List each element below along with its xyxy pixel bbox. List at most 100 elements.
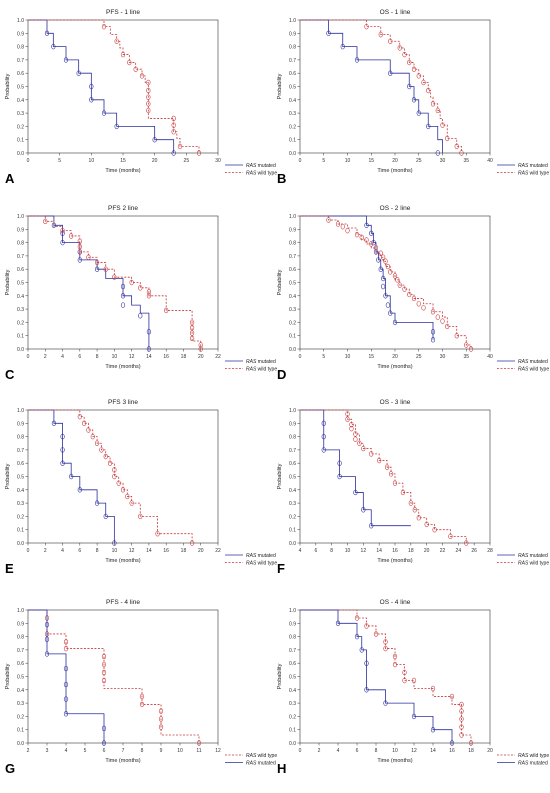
censor-mark-wild: [158, 716, 164, 722]
x-axis-label: Time (months): [377, 758, 412, 764]
censor-mark-wild: [345, 411, 350, 417]
censor-mark-mutated: [114, 123, 119, 130]
x-tick-label: 4: [61, 548, 64, 554]
censor-mark-wild: [103, 453, 108, 460]
censor-mark-wild: [459, 708, 464, 714]
x-tick-label: 0: [299, 354, 302, 360]
censor-mark-wild: [440, 122, 445, 128]
x-tick-label: 22: [215, 354, 221, 360]
censor-mark-wild: [146, 87, 151, 94]
panel-letter: H: [277, 761, 286, 776]
censor-mark-mutated: [146, 329, 152, 335]
censor-mark-wild: [340, 223, 345, 230]
y-tick-label: 0.8: [17, 45, 24, 51]
censor-mark-wild: [164, 307, 169, 314]
x-tick-label: 18: [181, 548, 187, 554]
censor-mark-mutated: [371, 239, 376, 246]
x-tick-label: 6: [78, 548, 81, 554]
censor-mark-wild: [139, 693, 145, 700]
x-tick-label: 0: [27, 158, 30, 164]
censor-mark-mutated: [89, 83, 94, 90]
y-tick-label: 0.5: [289, 281, 296, 287]
x-tick-label: 14: [146, 354, 152, 360]
censor-mark-mutated: [426, 123, 431, 130]
y-tick-label: 0.6: [289, 461, 296, 467]
x-tick-label: 18: [468, 748, 474, 754]
censor-mark-wild: [407, 291, 412, 298]
y-tick-label: 0.9: [17, 31, 24, 37]
censor-mark-mutated: [101, 110, 107, 116]
x-tick-label: 10: [177, 748, 183, 754]
censor-mark-wild: [146, 289, 152, 295]
censor-mark-wild: [416, 515, 421, 521]
censor-mark-wild: [459, 150, 464, 156]
x-tick-label: 8: [96, 548, 99, 554]
x-tick-label: 16: [392, 548, 398, 554]
censor-mark-wild: [378, 250, 383, 256]
x-tick-label: 30: [215, 158, 221, 164]
censor-mark-mutated: [337, 473, 342, 480]
censor-mark-wild: [435, 314, 440, 320]
x-tick-label: 2: [44, 548, 47, 554]
censor-mark-wild: [345, 227, 350, 234]
x-tick-label: 4: [65, 748, 68, 754]
censor-mark-wild: [77, 249, 82, 255]
censor-mark-wild: [146, 94, 151, 100]
y-tick-label: 0.7: [17, 648, 24, 654]
censor-mark-mutated: [63, 57, 69, 63]
censor-mark-mutated: [60, 460, 65, 466]
censor-mark-wild: [125, 493, 130, 500]
censor-mark-wild: [189, 325, 195, 331]
x-tick-label: 35: [463, 158, 469, 164]
censor-mark-wild: [90, 433, 95, 440]
y-tick-label: 0.4: [289, 688, 296, 694]
censor-mark-mutated: [51, 420, 57, 426]
x-tick-label: 20: [487, 748, 493, 754]
censor-mark-wild: [349, 421, 354, 428]
x-tick-label: 3: [46, 748, 49, 754]
y-tick-label: 0.1: [289, 528, 296, 534]
panel-title: OS - 3 line: [380, 399, 411, 406]
y-tick-label: 0.1: [17, 528, 24, 534]
censor-mark-mutated: [411, 97, 417, 103]
panel-letter: F: [277, 561, 285, 576]
y-tick-label: 0.9: [17, 421, 24, 427]
censor-mark-wild: [392, 661, 398, 668]
censor-mark-wild: [158, 708, 164, 714]
panel-title: PFS - 1 line: [106, 9, 140, 16]
panel-letter: E: [5, 561, 14, 576]
y-axis-label: Probability: [5, 463, 11, 489]
censor-mark-wild: [411, 66, 417, 72]
panel-letter: G: [5, 761, 15, 776]
y-axis-label: Probability: [277, 463, 283, 489]
x-tick-label: 14: [146, 548, 152, 554]
censor-mark-wild: [198, 346, 203, 352]
censor-mark-wild: [196, 150, 202, 156]
censor-mark-wild: [171, 122, 176, 128]
legend-entry-mutated: RAS mutated: [518, 163, 548, 169]
x-tick-label: 40: [487, 354, 493, 360]
censor-mark-wild: [421, 79, 426, 86]
y-tick-label: 0.4: [289, 98, 296, 104]
x-tick-label: 4: [61, 354, 64, 360]
censor-mark-wild: [411, 677, 417, 684]
censor-mark-wild: [189, 330, 195, 336]
y-tick-label: 0.9: [289, 421, 296, 427]
km-curve-wild: [28, 609, 200, 743]
y-tick-label: 1.0: [17, 408, 24, 414]
plot-frame: [299, 19, 491, 154]
censor-mark-wild: [468, 346, 474, 352]
censor-mark-mutated: [321, 433, 326, 440]
y-tick-label: 0.7: [17, 58, 24, 64]
y-tick-label: 0.9: [289, 227, 296, 233]
y-tick-label: 0.5: [289, 475, 296, 481]
censor-mark-wild: [112, 473, 117, 480]
censor-mark-mutated: [101, 725, 107, 732]
censor-mark-wild: [459, 716, 464, 722]
panel-title: OS - 4 line: [380, 599, 411, 606]
y-tick-label: 0.5: [289, 85, 296, 91]
x-tick-label: 20: [392, 158, 398, 164]
censor-mark-mutated: [364, 222, 369, 229]
x-tick-label: 35: [463, 354, 469, 360]
x-tick-label: 8: [96, 354, 99, 360]
